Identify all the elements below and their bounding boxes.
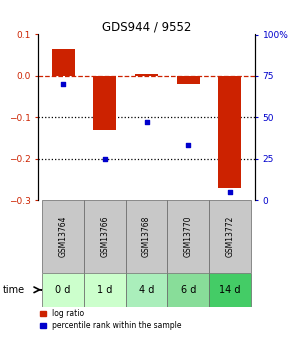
Point	[228, 189, 232, 195]
Bar	[177, 76, 200, 84]
Text: GSM13770: GSM13770	[184, 216, 193, 257]
Bar	[126, 200, 167, 273]
Bar	[218, 76, 241, 188]
Text: 14 d: 14 d	[219, 285, 241, 295]
Bar	[209, 200, 251, 273]
Bar	[93, 76, 116, 130]
Text: time: time	[3, 285, 25, 295]
Bar	[209, 273, 251, 307]
Bar	[84, 200, 126, 273]
Point	[144, 119, 149, 125]
Title: GDS944 / 9552: GDS944 / 9552	[102, 20, 191, 33]
Text: GSM13764: GSM13764	[59, 216, 68, 257]
Bar	[135, 74, 158, 76]
Legend: log ratio, percentile rank within the sample: log ratio, percentile rank within the sa…	[40, 309, 181, 330]
Bar	[52, 49, 75, 76]
Point	[186, 143, 190, 148]
Text: 0 d: 0 d	[55, 285, 71, 295]
Text: 1 d: 1 d	[97, 285, 113, 295]
Bar	[84, 273, 126, 307]
Text: GSM13772: GSM13772	[225, 216, 234, 257]
Point	[103, 156, 107, 161]
Text: GSM13768: GSM13768	[142, 216, 151, 257]
Bar	[126, 273, 167, 307]
Text: 4 d: 4 d	[139, 285, 154, 295]
Bar	[42, 273, 84, 307]
Point	[61, 81, 65, 87]
Bar	[167, 200, 209, 273]
Bar	[167, 273, 209, 307]
Text: 6 d: 6 d	[180, 285, 196, 295]
Bar	[42, 200, 84, 273]
Text: GSM13766: GSM13766	[100, 216, 109, 257]
